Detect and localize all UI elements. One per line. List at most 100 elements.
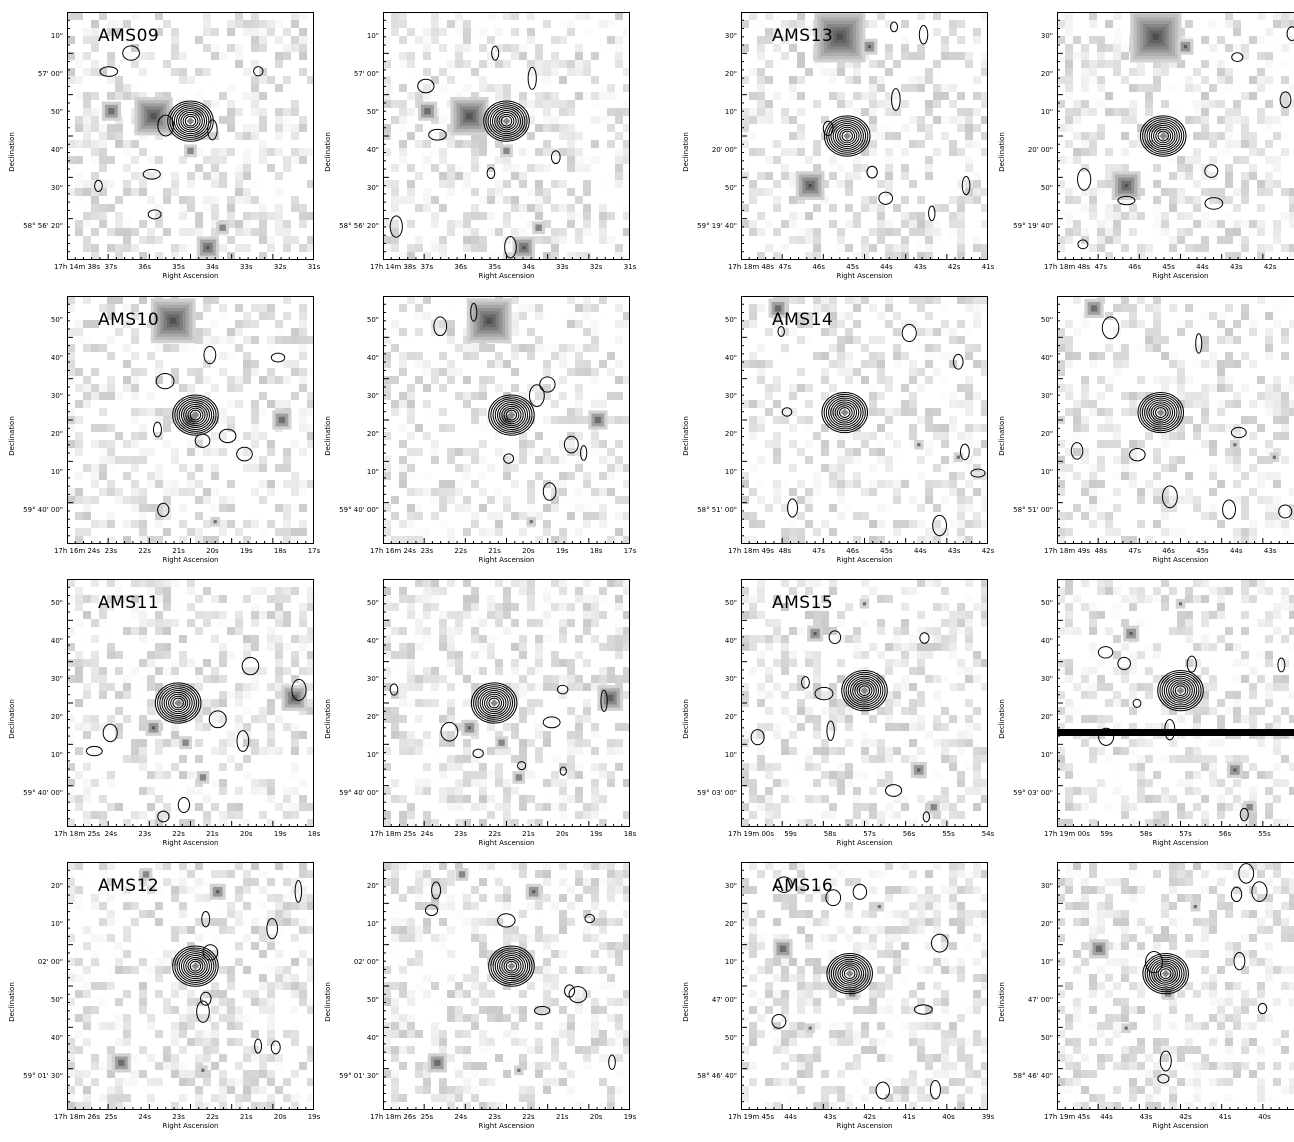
noise-pixel — [559, 472, 567, 480]
noise-pixel — [519, 512, 527, 520]
noise-pixel — [155, 579, 163, 587]
noise-pixel — [1097, 472, 1105, 480]
noise-pixel — [1097, 236, 1105, 244]
noise-pixel — [893, 228, 901, 236]
noise-pixel — [575, 236, 583, 244]
noise-pixel — [275, 124, 283, 132]
noise-pixel — [163, 228, 171, 236]
noise-pixel — [163, 528, 171, 536]
noise-pixel — [283, 108, 291, 116]
noise-pixel — [447, 164, 455, 172]
noise-pixel — [187, 619, 195, 627]
noise-pixel — [757, 108, 765, 116]
noise-pixel — [567, 344, 575, 352]
noise-pixel — [171, 448, 179, 456]
noise-pixel — [131, 172, 139, 180]
noise-pixel — [1257, 188, 1265, 196]
noise-pixel — [407, 28, 415, 36]
noise-pixel — [139, 432, 147, 440]
noise-pixel — [1169, 204, 1177, 212]
noise-pixel — [551, 100, 559, 108]
noise-pixel — [797, 132, 805, 140]
noise-pixel — [765, 92, 773, 100]
noise-pixel — [1153, 196, 1161, 204]
noise-pixel — [1273, 156, 1281, 164]
noise-pixel — [259, 376, 267, 384]
noise-pixel — [559, 100, 567, 108]
noise-pixel — [1217, 328, 1225, 336]
noise-pixel — [227, 755, 235, 763]
noise-pixel — [83, 691, 91, 699]
noise-pixel — [75, 384, 83, 392]
noise-pixel — [107, 456, 115, 464]
y-tick-label: 10" — [367, 32, 379, 40]
noise-pixel — [749, 464, 757, 472]
noise-pixel — [757, 416, 765, 424]
noise-pixel — [575, 60, 583, 68]
noise-pixel — [1121, 164, 1129, 172]
noise-pixel — [1153, 480, 1161, 488]
noise-pixel — [949, 352, 957, 360]
noise-pixel — [869, 196, 877, 204]
noise-pixel — [259, 124, 267, 132]
noise-pixel — [1249, 520, 1257, 528]
noise-pixel — [909, 376, 917, 384]
noise-pixel — [511, 352, 519, 360]
noise-pixel — [869, 204, 877, 212]
noise-pixel — [591, 400, 599, 408]
noise-pixel — [99, 140, 107, 148]
noise-pixel — [925, 124, 933, 132]
noise-pixel — [267, 723, 275, 731]
noise-pixel — [567, 440, 575, 448]
noise-pixel — [1161, 100, 1169, 108]
noise-pixel — [1257, 244, 1265, 252]
noise-pixel — [1233, 100, 1241, 108]
noise-pixel — [1209, 20, 1217, 28]
noise-pixel — [415, 68, 423, 76]
y-tick-label: 58° 56' 20" — [339, 222, 379, 230]
noise-pixel — [243, 739, 251, 747]
noise-pixel — [1065, 116, 1073, 124]
noise-pixel — [1233, 20, 1241, 28]
noise-pixel — [307, 699, 314, 707]
noise-pixel — [543, 60, 551, 68]
noise-pixel — [107, 480, 115, 488]
noise-pixel — [431, 587, 439, 595]
noise-pixel — [535, 336, 543, 344]
noise-pixel — [195, 496, 203, 504]
noise-pixel — [1057, 520, 1065, 528]
noise-pixel — [1225, 252, 1233, 260]
noise-pixel — [965, 344, 973, 352]
noise-pixel — [1105, 44, 1113, 52]
noise-pixel — [813, 488, 821, 496]
source-blob — [424, 108, 430, 114]
noise-pixel — [195, 739, 203, 747]
noise-pixel — [187, 244, 195, 252]
y-tick-label: 20" — [725, 70, 737, 78]
noise-pixel — [829, 204, 837, 212]
noise-pixel — [941, 84, 949, 92]
noise-pixel — [267, 400, 275, 408]
noise-pixel — [503, 76, 511, 84]
noise-pixel — [885, 20, 893, 28]
noise-pixel — [203, 384, 211, 392]
y-axis-label: Declination — [324, 416, 332, 456]
noise-pixel — [1089, 352, 1097, 360]
noise-pixel — [243, 124, 251, 132]
noise-pixel — [1089, 244, 1097, 252]
source-label: AMS14 — [772, 310, 833, 330]
noise-pixel — [91, 779, 99, 787]
noise-pixel — [877, 204, 885, 212]
noise-pixel — [243, 68, 251, 76]
noise-pixel — [567, 124, 575, 132]
noise-pixel — [925, 156, 933, 164]
noise-pixel — [1057, 68, 1065, 76]
noise-pixel — [1177, 432, 1185, 440]
noise-pixel — [1089, 12, 1097, 20]
noise-pixel — [1081, 76, 1089, 84]
noise-pixel — [107, 643, 115, 651]
noise-pixel — [1249, 148, 1257, 156]
noise-pixel — [503, 611, 511, 619]
noise-pixel — [219, 787, 227, 795]
